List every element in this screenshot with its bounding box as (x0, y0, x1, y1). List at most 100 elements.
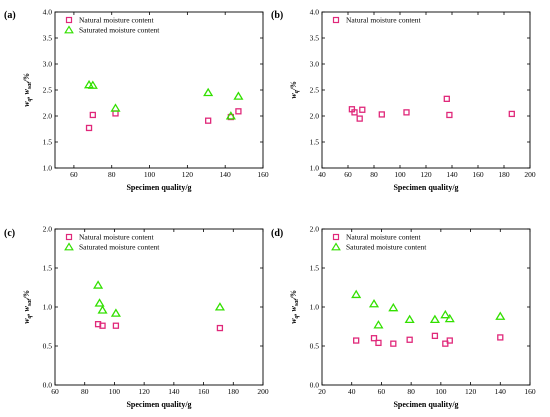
legend-marker-triangle (64, 25, 74, 34)
panel-label: (c) (4, 228, 15, 239)
data-point-saturated (373, 320, 384, 329)
data-point-natural (446, 337, 453, 344)
x-tick-label: 80 (407, 387, 415, 396)
data-point-natural (497, 334, 504, 341)
x-tick-label: 140 (168, 387, 180, 396)
x-tick-label: 140 (446, 170, 458, 179)
data-point-saturated (110, 308, 121, 317)
x-tick-label: 40 (348, 387, 356, 396)
data-point-natural (406, 336, 413, 343)
data-point-saturated (214, 302, 225, 311)
x-axis-label: Specimen quality/g (393, 400, 458, 409)
x-tick-label: 160 (472, 170, 484, 179)
y-tick-label: 2.0 (310, 225, 320, 234)
data-point-saturated (429, 314, 440, 324)
data-point-natural (378, 111, 385, 118)
y-tick-label: 1.5 (43, 138, 53, 147)
panel-d: 20 40 60 80 100 120 140 160 0.0 0.5 1.0 1.5 2.0 Speci… (271, 225, 536, 410)
x-tick-label: 80 (108, 170, 116, 179)
data-point-natural (390, 340, 397, 347)
y-tick-label: 2.0 (310, 112, 320, 121)
y-tick-label: 2.0 (43, 112, 53, 121)
data-point-saturated (368, 299, 380, 308)
x-tick-label: 100 (435, 387, 447, 396)
y-axis-label: wq/% (289, 81, 300, 99)
data-point-saturated (388, 302, 399, 312)
x-tick-label: 60 (344, 170, 352, 179)
x-axis-label: Specimen quality/g (393, 183, 458, 192)
data-point-natural (235, 108, 242, 115)
panel-a: 60 80 100 120 140 160 1.0 1.5 2.0 2.5 3.0 3.5 4.0 Spe… (4, 8, 269, 193)
y-tick-label: 1.5 (43, 264, 53, 273)
x-tick-label: 180 (498, 170, 510, 179)
panel-label: (d) (271, 228, 283, 239)
legend-marker-triangle (331, 242, 341, 251)
data-point-saturated (94, 298, 105, 307)
x-tick-label: 60 (51, 387, 59, 396)
x-tick-label: 160 (198, 387, 210, 396)
data-point-natural (351, 109, 358, 116)
y-tick-label: 1.0 (43, 303, 53, 312)
panel-label: (a) (4, 10, 16, 21)
y-tick-label: 0.0 (310, 381, 320, 390)
y-tick-label: 3.0 (310, 60, 320, 69)
data-point-natural (112, 322, 120, 329)
y-tick-label: 1.0 (310, 303, 320, 312)
data-point-natural (375, 339, 382, 347)
x-tick-label: 100 (109, 387, 121, 396)
data-point-natural (443, 95, 450, 102)
data-point-natural (85, 124, 93, 132)
y-axis-label: wq, wsat/% (22, 290, 33, 324)
plot-frame (321, 11, 531, 169)
data-point-natural (403, 109, 410, 116)
y-tick-label: 2.5 (43, 86, 53, 95)
legend-marker-triangle (64, 242, 74, 251)
data-point-natural (205, 117, 212, 124)
data-point-saturated (110, 103, 121, 112)
data-point-saturated (97, 305, 108, 314)
data-point-saturated (233, 91, 244, 100)
y-tick-label: 1.0 (310, 164, 320, 173)
y-tick-label: 2.0 (43, 225, 53, 234)
x-tick-label: 80 (370, 170, 378, 179)
data-point-natural (353, 337, 360, 344)
legend-entry: Saturated moisture content (346, 243, 427, 252)
panel-b: 40 60 80 100 120 140 160 180 200 1.0 1.5 2.0 2.5 3.0 3… (271, 8, 536, 193)
x-tick-label: 140 (495, 387, 507, 396)
x-axis-label: Specimen quality/g (126, 400, 191, 409)
data-point-natural (446, 111, 453, 119)
x-tick-label: 60 (378, 387, 386, 396)
data-point-saturated (351, 289, 362, 299)
panel-c: 60 80 100 120 140 160 180 200 0.0 0.5 1.0 1.5 2.0 Spe… (4, 225, 269, 410)
x-axis-label: Specimen quality/g (126, 183, 191, 192)
legend-marker-square (332, 16, 340, 24)
data-point-natural (359, 106, 366, 113)
x-tick-label: 80 (81, 387, 89, 396)
legend-entry: Natural moisture content (79, 16, 154, 25)
x-tick-label: 180 (228, 387, 240, 396)
data-point-natural (508, 110, 515, 118)
legend-marker-square (332, 233, 340, 241)
x-tick-label: 160 (524, 387, 536, 396)
x-tick-label: 120 (182, 170, 194, 179)
legend-marker-square (65, 233, 73, 241)
data-point-saturated (225, 111, 236, 120)
plot-frame (321, 228, 531, 386)
legend-entry: Natural moisture content (79, 233, 154, 242)
y-tick-label: 4.0 (43, 8, 53, 17)
data-point-saturated (93, 280, 104, 289)
y-tick-label: 3.5 (43, 34, 53, 43)
data-point-saturated (404, 314, 415, 324)
y-tick-label: 3.5 (310, 34, 320, 43)
data-point-natural (89, 111, 96, 119)
data-point-saturated (495, 311, 506, 320)
data-point-natural (99, 322, 106, 329)
data-point-saturated (440, 309, 451, 319)
x-tick-label: 100 (394, 170, 406, 179)
data-point-natural (216, 324, 224, 332)
legend-entry: Natural moisture content (346, 233, 421, 242)
x-tick-label: 120 (420, 170, 432, 179)
y-tick-label: 0.5 (310, 342, 320, 351)
x-tick-label: 140 (220, 170, 232, 179)
